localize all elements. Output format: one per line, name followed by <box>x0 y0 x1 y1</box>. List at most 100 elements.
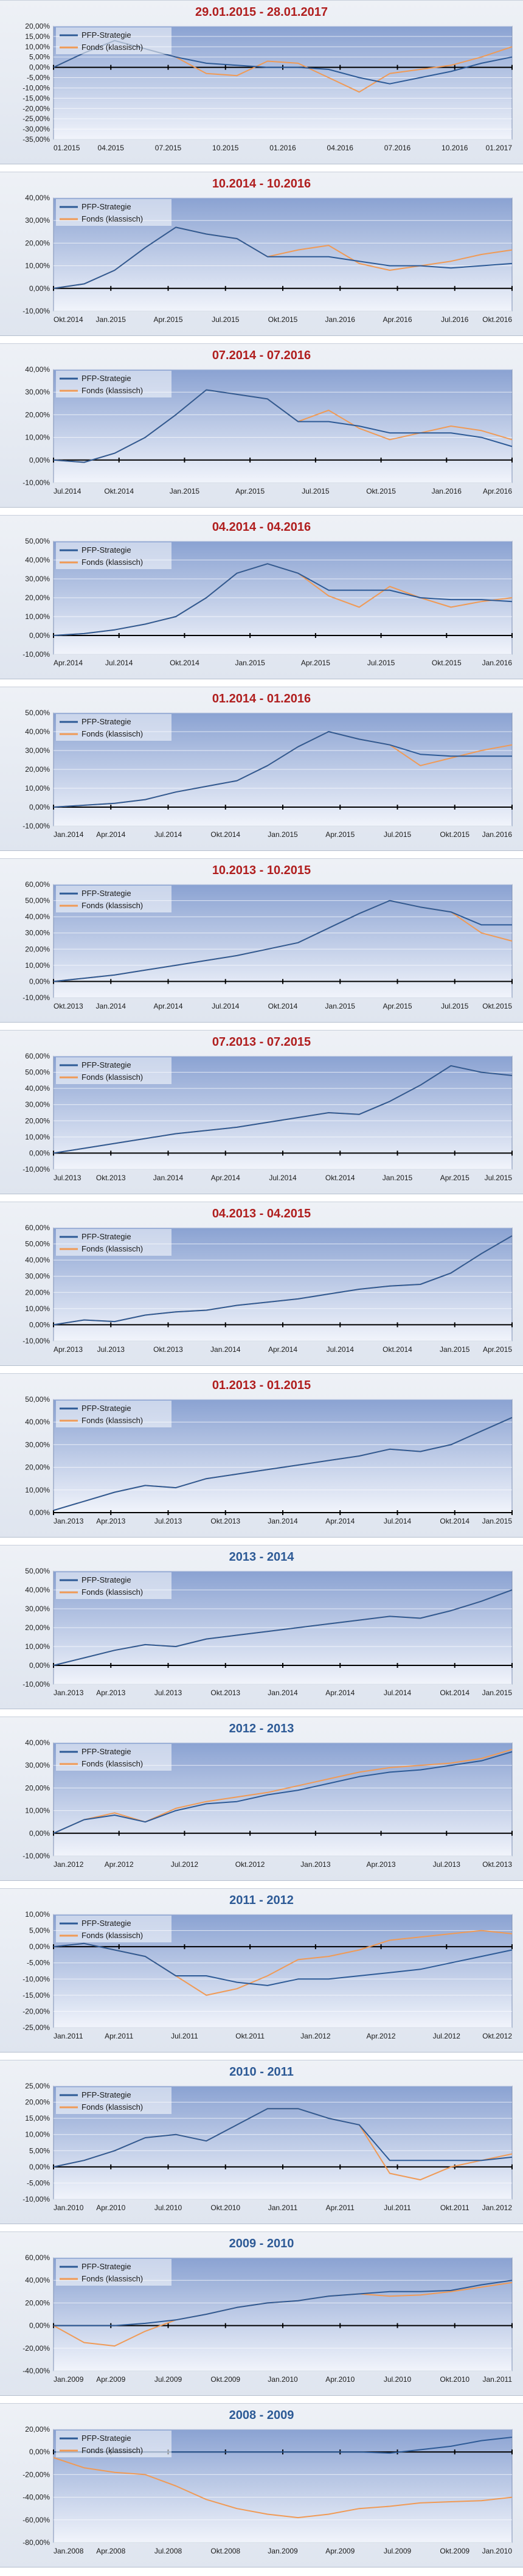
chart-title: 01.2014 - 01.2016 <box>212 692 311 705</box>
x-tick-label: Okt.2013 <box>96 1174 126 1182</box>
y-tick-label: 50,00% <box>25 1068 50 1077</box>
y-tick-label: 30,00% <box>25 1605 50 1613</box>
chart-panel: 29.01.2015 - 28.01.2017 20,00% 15,00% 10,00… <box>0 0 523 164</box>
x-tick-label: Okt.2015 <box>268 315 298 324</box>
y-tick-label: 30,00% <box>25 746 50 755</box>
y-tick-label: 40,00% <box>25 2276 50 2284</box>
y-tick-label: -10,00% <box>23 822 50 830</box>
legend-label: Fonds (klassisch) <box>81 43 143 52</box>
x-tick-label: Jan.2009 <box>54 2375 84 2384</box>
x-tick-label: Okt.2014 <box>383 1345 412 1354</box>
y-tick-label: -10,00% <box>23 650 50 659</box>
x-tick-label: Okt.2011 <box>235 2032 265 2040</box>
y-tick-label: 0,00% <box>29 1508 50 1517</box>
y-tick-label: 60,00% <box>25 2253 50 2262</box>
y-tick-label: 30,00% <box>25 1761 50 1769</box>
y-tick-label: 20,00% <box>25 945 50 953</box>
chart-title: 07.2014 - 07.2016 <box>212 349 311 362</box>
chart-title: 29.01.2015 - 28.01.2017 <box>195 5 328 19</box>
chart-title: 2009 - 2010 <box>229 2237 294 2250</box>
legend-box <box>56 1572 171 1599</box>
legend: PFP-Strategie Fonds (klassisch) <box>56 1744 171 1771</box>
x-tick-label: Jan.2012 <box>482 2203 513 2212</box>
chart-panel: 04.2013 - 04.2015 60,00% 50,00% 40,00% 30,00… <box>0 1202 523 1366</box>
legend-label: PFP-Strategie <box>81 374 131 383</box>
legend: PFP-Strategie Fonds (klassisch) <box>56 2259 171 2286</box>
legend-box <box>56 886 171 912</box>
legend-label: Fonds (klassisch) <box>81 1073 143 1082</box>
legend-label: Fonds (klassisch) <box>81 729 143 738</box>
y-tick-label: -10,00% <box>23 1852 50 1860</box>
x-tick-label: Apr.2015 <box>325 830 355 839</box>
y-tick-label: 50,00% <box>25 709 50 717</box>
y-tick-label: 20,00% <box>25 2098 50 2107</box>
x-tick-label: Jan.2009 <box>268 2547 298 2555</box>
x-tick-label: Apr.2015 <box>301 659 330 667</box>
x-tick-label: Jul.2013 <box>54 1174 81 1182</box>
y-tick-label: 40,00% <box>25 1256 50 1264</box>
chart-panel: 07.2014 - 07.2016 40,00% 30,00% 20,00% 10,00… <box>0 343 523 508</box>
x-tick-label: Jul.2011 <box>384 2203 411 2212</box>
x-tick-label: Okt.2013 <box>210 1517 240 1525</box>
legend-box <box>56 2431 171 2457</box>
y-tick-label: 30,00% <box>25 216 50 225</box>
legend-label: PFP-Strategie <box>81 545 131 555</box>
legend-label: Fonds (klassisch) <box>81 1587 143 1597</box>
x-tick-label: 01.2016 <box>269 144 296 152</box>
y-tick-label: 50,00% <box>25 1240 50 1248</box>
chart-title: 04.2014 - 04.2016 <box>212 520 311 534</box>
y-tick-label: 60,00% <box>25 1052 50 1060</box>
x-tick-label: Jan.2014 <box>96 1002 126 1010</box>
x-tick-label: Okt.2014 <box>268 1002 298 1010</box>
x-tick-label: Jan.2011 <box>268 2203 298 2212</box>
x-tick-label: Okt.2014 <box>210 830 240 839</box>
x-tick-label: Jan.2015 <box>96 315 126 324</box>
x-tick-label: Apr.2016 <box>383 315 412 324</box>
legend-label: Fonds (klassisch) <box>81 901 143 910</box>
x-tick-label: Jan.2016 <box>482 830 513 839</box>
x-tick-label: Okt.2014 <box>325 1174 355 1182</box>
y-tick-label: 20,00% <box>25 593 50 602</box>
chart-svg: 20,00% 0,00% -20,00% -40,00% -60,00% -80,00% J… <box>23 2425 513 2555</box>
x-tick-label: Jan.2014 <box>210 1345 241 1354</box>
x-tick-label: Jan.2013 <box>54 1517 84 1525</box>
x-tick-label: Jan.2015 <box>440 1345 470 1354</box>
y-tick-label: -20,00% <box>23 2007 50 2015</box>
y-tick-label: -10,00% <box>23 2195 50 2203</box>
y-tick-label: -25,00% <box>23 114 50 123</box>
y-tick-label: 10,00% <box>25 433 50 442</box>
x-tick-label: Apr.2014 <box>96 830 125 839</box>
x-tick-label: Okt.2010 <box>440 2375 469 2384</box>
x-tick-label: Jul.2015 <box>302 487 330 495</box>
y-tick-label: 50,00% <box>25 1567 50 1575</box>
y-tick-label: 20,00% <box>25 1463 50 1472</box>
y-tick-label: 5,00% <box>29 2146 50 2155</box>
x-tick-label: Jan.2015 <box>268 830 298 839</box>
x-tick-label: Jan.2010 <box>482 2547 513 2555</box>
legend-box <box>56 2087 171 2114</box>
x-tick-label: Apr.2008 <box>96 2547 125 2555</box>
x-tick-label: Okt.2009 <box>440 2547 469 2555</box>
chart-svg: 60,00% 50,00% 40,00% 30,00% 20,00% 10,00% 0,00… <box>23 1052 513 1182</box>
x-tick-label: Jul.2014 <box>154 830 182 839</box>
x-tick-label: Okt.2013 <box>482 1860 512 1869</box>
legend-label: PFP-Strategie <box>81 1060 131 1069</box>
x-tick-label: Jan.2012 <box>300 2032 331 2040</box>
x-tick-label: Apr.2013 <box>367 1860 396 1869</box>
x-tick-label: Apr.2013 <box>96 1517 125 1525</box>
y-tick-label: 0,00% <box>29 2163 50 2171</box>
x-tick-label: Apr.2016 <box>483 487 512 495</box>
y-tick-label: 0,00% <box>29 1661 50 1670</box>
legend-label: PFP-Strategie <box>81 2262 131 2271</box>
x-tick-label: Jul.2011 <box>171 2032 198 2040</box>
y-tick-label: -80,00% <box>23 2538 50 2547</box>
legend-box <box>56 2259 171 2286</box>
y-tick-label: 0,00% <box>29 2322 50 2330</box>
y-tick-label: 20,00% <box>25 765 50 774</box>
x-tick-label: Apr.2012 <box>105 1860 134 1869</box>
x-tick-label: Jan.2015 <box>235 659 265 667</box>
y-tick-label: 40,00% <box>25 556 50 564</box>
y-tick-label: -10,00% <box>23 83 50 92</box>
x-tick-label: Jan.2014 <box>268 1517 298 1525</box>
series-line <box>53 1235 513 1326</box>
